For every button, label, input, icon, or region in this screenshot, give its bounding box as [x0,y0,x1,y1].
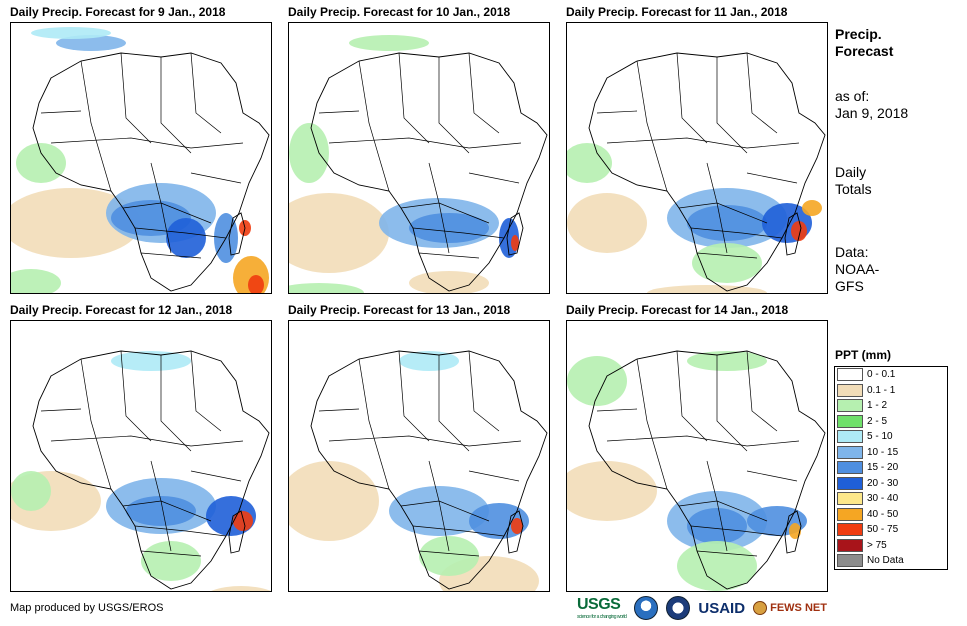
legend-title: PPT (mm) [835,348,892,362]
as-of-value: Jan 9, 2018 [835,105,909,121]
daily-totals-note: Daily Totals [835,164,872,198]
legend-swatch [837,368,863,382]
legend-swatch [837,461,863,475]
legend-item: 1 - 2 [835,398,947,414]
legend-item: 50 - 75 [835,522,947,538]
precip-map [566,22,828,294]
legend-item: 40 - 50 [835,507,947,523]
precip-map [10,22,272,294]
legend-item: 15 - 20 [835,460,947,476]
panel-title: Daily Precip. Forecast for 10 Jan., 2018 [288,5,511,19]
fews-logo-text: FEWS NET [770,601,827,614]
legend-label: 0 - 0.1 [867,369,896,381]
legend-label: 2 - 5 [867,415,888,427]
legend-swatch [837,492,863,506]
legend-swatch [837,414,863,428]
side-title-line: Precip. [835,26,882,42]
fews-globe-icon [753,601,768,615]
legend-item: > 75 [835,538,947,554]
legend-item: No Data [835,553,947,569]
legend-label: 5 - 10 [867,431,893,443]
usgs-logo: USGS science for a changing world [577,596,627,620]
side-title: Precip. Forecast [835,26,893,60]
totals-line: Daily [835,164,867,180]
legend-swatch [837,476,863,490]
forecast-panel-4: Daily Precip. Forecast for 12 Jan., 2018 [10,302,272,592]
precip-map [288,320,550,592]
noaa-seal-icon [634,596,659,620]
legend-label: 40 - 50 [867,508,899,520]
legend-item: 20 - 30 [835,476,947,492]
side-title-line: Forecast [835,43,894,59]
usda-seal-icon [666,596,691,620]
as-of-label: as of: [835,88,870,104]
usgs-logo-text: USGS [577,596,621,613]
data-source-line: NOAA- [835,261,880,277]
data-source-line: GFS [835,278,864,294]
precip-map [10,320,272,592]
data-source-note: Data: NOAA- GFS [835,244,879,295]
legend-label: 15 - 20 [867,462,899,474]
usaid-logo: USAID [698,599,746,617]
legend-label: No Data [867,555,904,567]
legend-item: 30 - 40 [835,491,947,507]
legend-swatch [837,430,863,444]
panel-title: Daily Precip. Forecast for 12 Jan., 2018 [10,303,233,317]
panel-title: Daily Precip. Forecast for 14 Jan., 2018 [566,303,789,317]
legend-swatch [837,445,863,459]
legend-label: 1 - 2 [867,400,888,412]
panel-title: Daily Precip. Forecast for 13 Jan., 2018 [288,303,511,317]
legend-label: 20 - 30 [867,477,899,489]
legend-swatch [837,554,863,568]
legend-swatch [837,507,863,521]
legend-swatch [837,399,863,413]
totals-line: Totals [835,181,872,197]
fews-net-logo: FEWS NET [753,601,827,615]
partner-logos: USGS science for a changing world USAID … [577,594,827,622]
panel-title: Daily Precip. Forecast for 9 Jan., 2018 [10,5,226,19]
forecast-panel-3: Daily Precip. Forecast for 11 Jan., 2018 [566,4,828,294]
precip-map [566,320,828,592]
legend-swatch [837,538,863,552]
forecast-panel-5: Daily Precip. Forecast for 13 Jan., 2018 [288,302,550,592]
forecast-panel-1: Daily Precip. Forecast for 9 Jan., 2018 [10,4,272,294]
legend-item: 0.1 - 1 [835,383,947,399]
data-source-line: Data: [835,244,869,260]
legend-item: 5 - 10 [835,429,947,445]
legend-item: 0 - 0.1 [835,367,947,383]
legend-label: > 75 [867,539,887,551]
legend-label: 0.1 - 1 [867,384,896,396]
precip-legend: 0 - 0.1 0.1 - 1 1 - 2 2 - 5 5 - 10 10 - 15 15 … [834,366,948,570]
map-credit: Map produced by USGS/EROS [10,602,164,614]
legend-swatch [837,523,863,537]
precip-map [288,22,550,294]
legend-item: 2 - 5 [835,414,947,430]
legend-label: 30 - 40 [867,493,899,505]
usgs-tagline: science for a changing world [577,614,627,620]
legend-item: 10 - 15 [835,445,947,461]
legend-label: 50 - 75 [867,524,899,536]
forecast-panel-2: Daily Precip. Forecast for 10 Jan., 2018 [288,4,550,294]
forecast-panel-6: Daily Precip. Forecast for 14 Jan., 2018 [566,302,828,592]
as-of-date: as of: Jan 9, 2018 [835,88,908,122]
legend-label: 10 - 15 [867,446,899,458]
legend-swatch [837,383,863,397]
panel-title: Daily Precip. Forecast for 11 Jan., 2018 [566,5,788,19]
